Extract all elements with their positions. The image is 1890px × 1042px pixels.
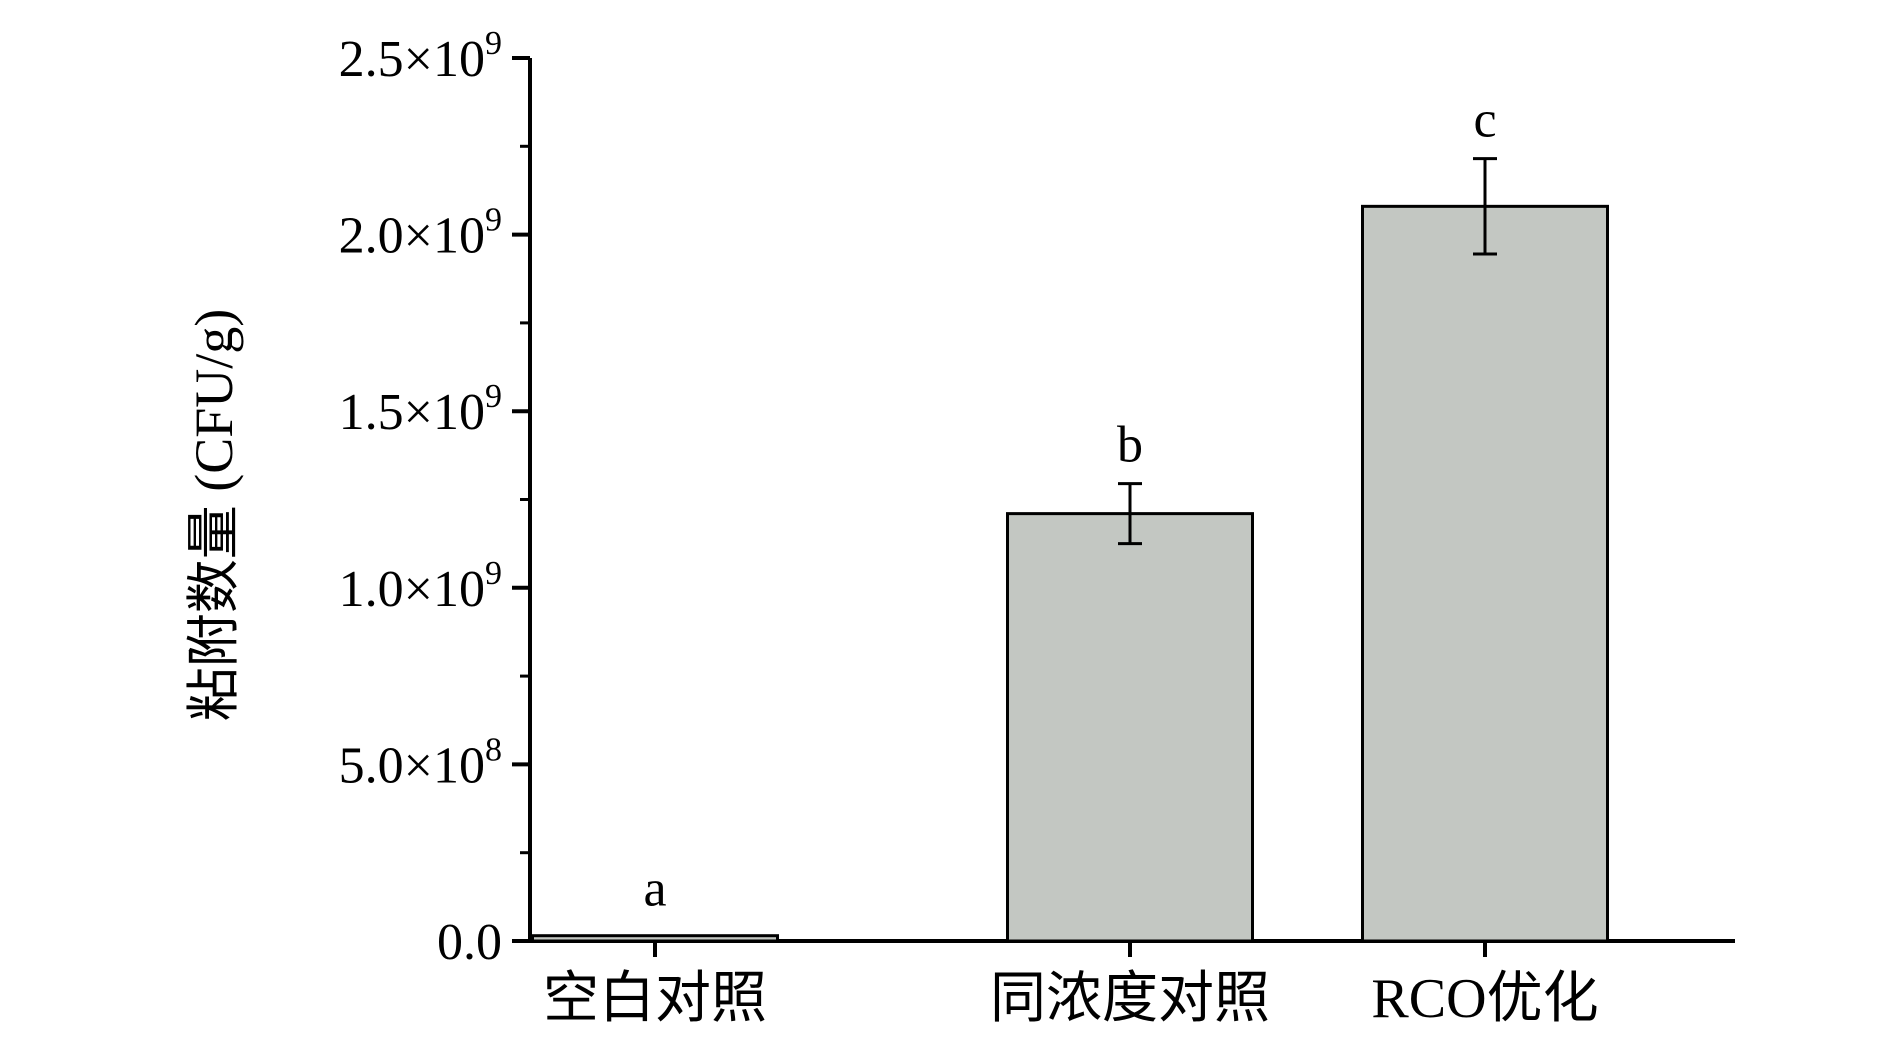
- y-tick-label: 0.0: [437, 914, 502, 971]
- y-tick-mantissa: 1.5×10: [339, 384, 485, 441]
- y-axis-title-group: 粘附数量 (CFU/g): [184, 309, 244, 722]
- bar-3: [1361, 204, 1609, 943]
- significance-label: b: [1117, 417, 1143, 474]
- x-category-label: 同浓度对照: [990, 968, 1270, 1030]
- bar-2: [1006, 512, 1254, 943]
- y-tick-exponent: 9: [485, 378, 502, 415]
- y-axis-title: 粘附数量 (CFU/g): [184, 309, 244, 722]
- y-tick-label: 1.0×109: [339, 555, 502, 618]
- y-tick-exponent: 8: [485, 731, 502, 768]
- y-tick-label: 5.0×108: [339, 731, 502, 794]
- y-tick-mantissa: 2.0×10: [339, 208, 485, 265]
- bar-1: [531, 934, 779, 943]
- x-category-label: 空白对照: [543, 968, 767, 1030]
- y-tick-exponent: 9: [485, 555, 502, 592]
- y-tick-exponent: 9: [485, 25, 502, 62]
- y-tick-mantissa: 1.0×10: [339, 561, 485, 618]
- bars: [531, 204, 1609, 943]
- y-tick-mantissa: 5.0×10: [339, 737, 485, 794]
- y-tick-exponent: 9: [485, 202, 502, 239]
- x-category-label: RCO优化: [1371, 968, 1598, 1030]
- significance-label: a: [643, 861, 666, 918]
- y-tick-label: 2.5×109: [339, 25, 502, 88]
- significance-label: c: [1473, 92, 1496, 149]
- y-tick-label: 1.5×109: [339, 378, 502, 441]
- y-tick-mantissa: 2.5×10: [339, 31, 485, 88]
- significance-labels: a b c: [643, 92, 1496, 918]
- x-category-labels: 空白对照 同浓度对照 RCO优化: [543, 968, 1599, 1030]
- y-tick-label: 2.0×109: [339, 202, 502, 265]
- error-bars: [1118, 157, 1497, 546]
- y-tick-mantissa: 0.0: [437, 914, 502, 971]
